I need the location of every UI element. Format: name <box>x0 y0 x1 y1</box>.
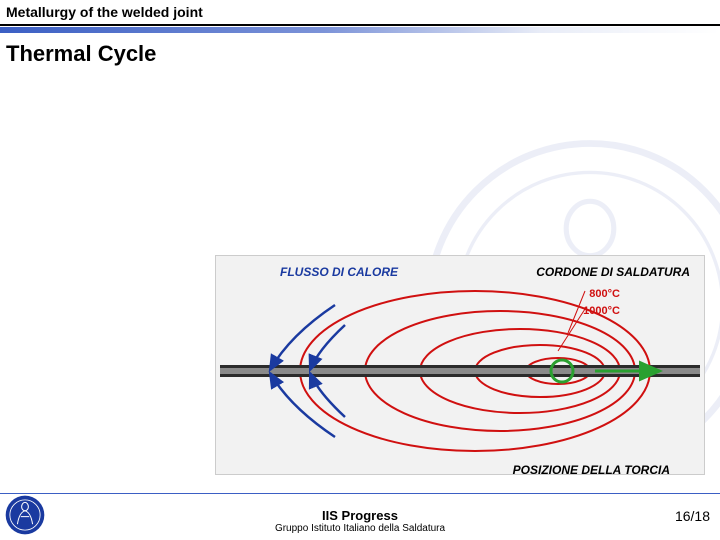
temp-leader-1000 <box>558 309 585 351</box>
page-number: 16/18 <box>675 508 710 524</box>
label-torch-position: POSIZIONE DELLA TORCIA <box>513 463 670 477</box>
header-title: Metallurgy of the welded joint <box>0 0 720 24</box>
diagram-svg <box>200 255 710 485</box>
bar-bottom-edge <box>220 374 700 377</box>
label-heat-flow: FLUSSO DI CALORE <box>280 265 398 279</box>
main-area: FLUSSO DI CALORE CORDONE DI SALDATURA PO… <box>0 75 720 505</box>
footer-subtitle: Gruppo Istituto Italiano della Saldatura <box>275 523 445 534</box>
label-temp-1000: 1000°C <box>583 305 620 317</box>
header-rule-gradient <box>0 27 720 33</box>
header-rule-black <box>0 24 720 26</box>
thermal-cycle-diagram: FLUSSO DI CALORE CORDONE DI SALDATURA PO… <box>200 255 710 485</box>
label-temp-800: 800°C <box>589 288 620 300</box>
footer: IIS Progress Gruppo Istituto Italiano de… <box>0 492 720 540</box>
label-weld-bead: CORDONE DI SALDATURA <box>536 265 690 279</box>
footer-logo-icon <box>4 494 46 536</box>
slide-title: Thermal Cycle <box>0 33 720 75</box>
footer-brand: IIS Progress <box>275 508 445 523</box>
bar-top-edge <box>220 365 700 368</box>
